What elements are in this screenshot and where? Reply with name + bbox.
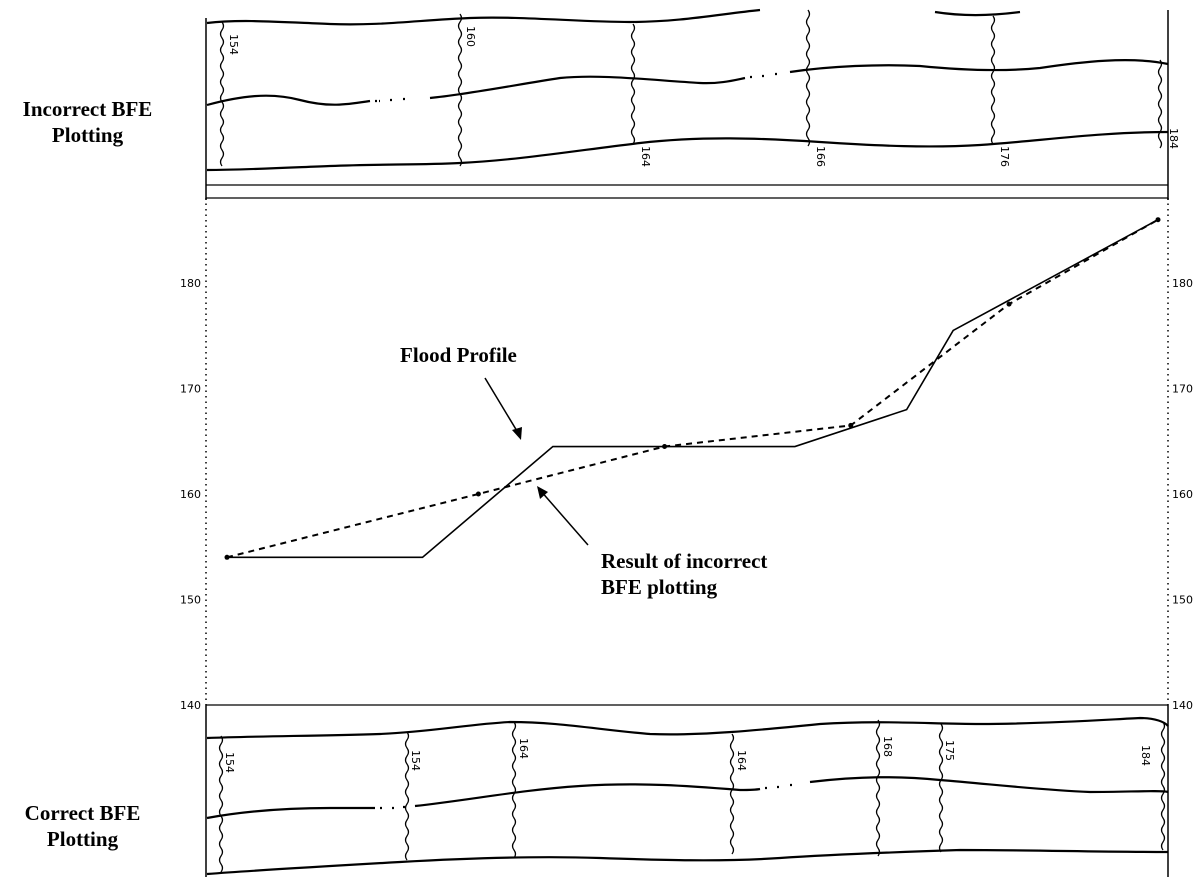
bottom-bfe-label: 175 <box>943 740 956 761</box>
top-map-upper-boundary <box>206 8 761 26</box>
bottom-bfe-label: 164 <box>517 738 530 759</box>
bottom-panel-label-text: Correct BFE Plotting <box>24 801 141 851</box>
flood-profile-label: Flood Profile <box>400 343 517 367</box>
bfe-plot-point <box>1155 217 1161 223</box>
top-floodplain-map <box>205 8 1169 200</box>
elevation-tick-label-right: 140 <box>1172 699 1193 712</box>
elevation-axis-left: 140 150 160 170 180 <box>180 277 201 712</box>
bottom-panel-label: Correct BFE Plotting <box>0 800 165 852</box>
top-map-channel <box>206 59 1169 107</box>
bottom-floodplain-map <box>205 705 1169 877</box>
top-bfe-label: 154 <box>227 34 240 55</box>
elevation-tick-label-left: 160 <box>180 488 201 501</box>
flood-profile-arrow <box>484 377 521 437</box>
flood-profile-arrowhead <box>512 427 522 440</box>
bottom-map-cross-sections <box>218 719 1166 873</box>
elevation-tick-label-right: 150 <box>1172 594 1193 607</box>
bottom-map-lower-boundary <box>206 848 1169 876</box>
incorrect-result-label-line1: Result of incorrect <box>601 549 767 573</box>
elevation-tick-label-left: 180 <box>180 277 201 290</box>
bottom-map-upper-boundary <box>206 716 1169 740</box>
bfe-plot-point <box>662 444 668 450</box>
top-map-bfe-labels: 154 160 164 166 176 184 <box>227 26 1180 167</box>
top-bfe-label: 164 <box>639 146 652 167</box>
elevation-tick-label-right: 170 <box>1172 383 1193 396</box>
incorrect-result-annotation: Result of incorrect BFE plotting <box>537 486 767 599</box>
bottom-bfe-label: 154 <box>409 750 422 771</box>
top-bfe-label: 184 <box>1167 128 1180 149</box>
incorrect-profile-line <box>226 218 1159 559</box>
bottom-bfe-label: 154 <box>223 752 236 773</box>
top-bfe-label: 176 <box>998 146 1011 167</box>
bfe-plot-point <box>224 554 230 560</box>
elevation-axis-right: 140 150 160 170 180 <box>1172 277 1193 712</box>
top-map-upper-boundary-2 <box>934 10 1021 17</box>
top-bfe-label: 160 <box>464 26 477 47</box>
top-map-cross-sections <box>219 9 1163 167</box>
flood-profile-annotation: Flood Profile <box>400 343 522 440</box>
elevation-tick-label-left: 150 <box>180 594 201 607</box>
bottom-bfe-label: 164 <box>735 750 748 771</box>
elevation-tick-label-right: 180 <box>1172 277 1193 290</box>
bfe-plot-point <box>1006 301 1012 307</box>
bfe-plot-point <box>848 422 854 428</box>
incorrect-result-arrowhead <box>537 486 548 499</box>
top-map-channel-dots <box>375 72 779 103</box>
top-panel-label: Incorrect BFE Plotting <box>0 96 175 148</box>
bfe-plot-point <box>475 491 481 497</box>
elevation-tick-label-right: 160 <box>1172 488 1193 501</box>
elevation-tick-label-left: 140 <box>180 699 201 712</box>
bottom-bfe-label: 168 <box>881 736 894 757</box>
incorrect-result-arrow <box>539 489 589 546</box>
elevation-tick-label-left: 170 <box>180 383 201 396</box>
flood-profile-line <box>227 218 1159 559</box>
top-bfe-label: 166 <box>814 146 827 167</box>
profile-frame <box>205 197 1169 706</box>
profile-series <box>224 217 1161 560</box>
top-map-lower-boundary <box>206 130 1169 172</box>
top-panel-label-text: Incorrect BFE Plotting <box>22 97 153 147</box>
bottom-map-bfe-labels: 154 154 164 164 168 175 184 <box>223 736 1152 773</box>
bottom-bfe-label: 184 <box>1139 745 1152 766</box>
incorrect-result-label-line2: BFE plotting <box>601 575 718 599</box>
bottom-map-channel <box>206 776 1169 820</box>
